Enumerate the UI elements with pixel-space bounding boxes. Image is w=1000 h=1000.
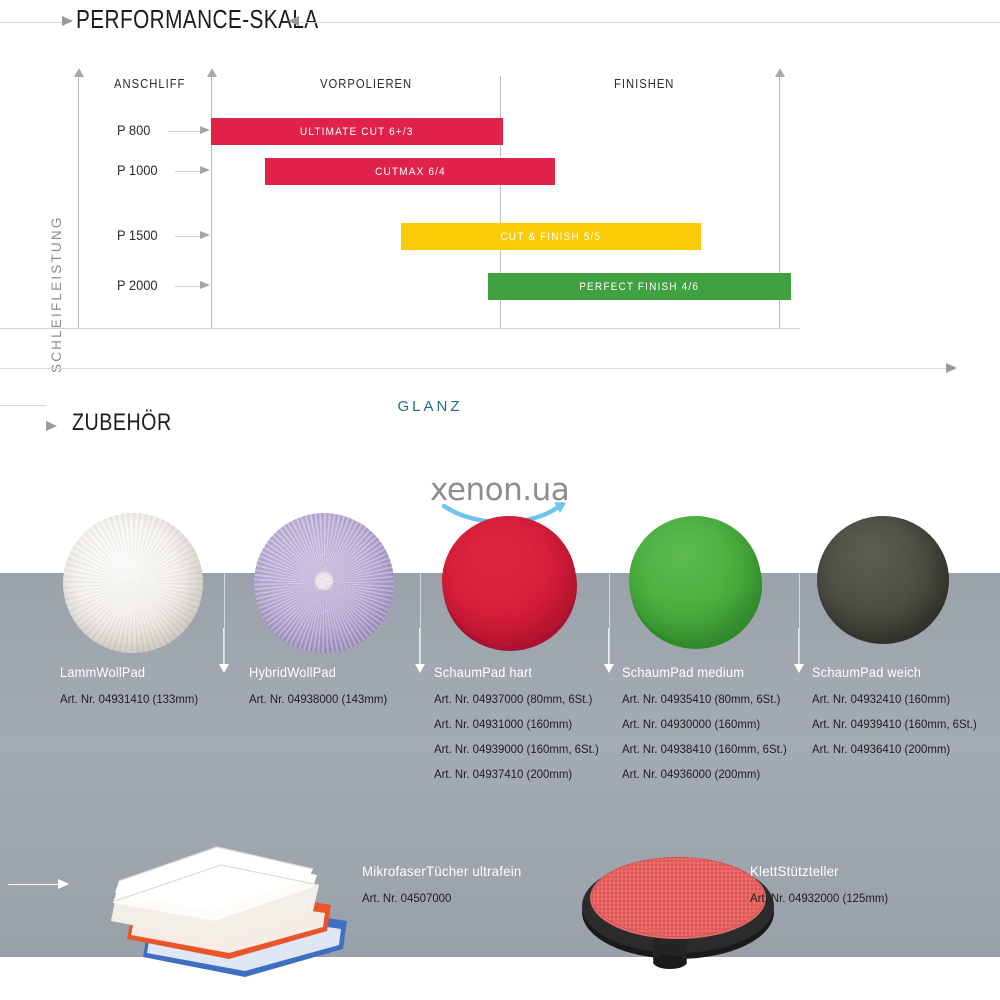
column-divider-1 [224, 573, 225, 668]
axis-cap-right-icon [775, 68, 785, 77]
grade-arrow-line-p1500 [175, 236, 202, 237]
grade-label-p1000: P 1000 [117, 162, 158, 178]
bottom-article-klett-stuetzteller: Art. Nr. 04932000 (125mm) [750, 891, 889, 905]
chart-x-axis-label: GLANZ [397, 398, 463, 415]
bar-label-cut-and-finish: CUT & FINISH 5/5 [500, 230, 602, 243]
product-image-schaum-pad-hart [442, 516, 576, 646]
accessories-title: ZUBEHÖR [72, 409, 172, 436]
bar-perfect-finish: PERFECT FINISH 4/6 [488, 273, 791, 300]
section-divider-rule [0, 368, 948, 369]
bar-label-cutmax: CUTMAX 6/4 [374, 165, 446, 178]
bottom-article-mikrofaser-tuecher: Art. Nr. 04507000 [362, 891, 452, 905]
bottom-pointer-arrow-icon [58, 879, 69, 889]
grade-label-p800: P 800 [117, 122, 151, 138]
product-article-schaum-pad-hart-3: Art. Nr. 04937410 (200mm) [434, 767, 573, 781]
grade-arrow-head-p1000 [200, 166, 210, 174]
product-article-schaum-pad-medium-3: Art. Nr. 04936000 (200mm) [622, 767, 761, 781]
pointer-line-2 [223, 628, 224, 666]
chart-axis-middle [500, 76, 501, 328]
product-article-schaum-pad-weich-0: Art. Nr. 04932410 (160mm) [812, 692, 951, 706]
bottom-pointer-line [8, 884, 60, 885]
column-divider-2 [420, 573, 421, 668]
header-rule-right [300, 22, 1000, 23]
pointer-line-5 [798, 628, 799, 666]
pointer-line-4 [608, 628, 609, 666]
section-divider-arrow-icon [946, 363, 957, 373]
performance-section-header: PERFORMANCE-SKALA [0, 0, 1000, 46]
product-image-mikrofaser-tuecher [95, 845, 365, 990]
product-image-klett-stuetzteller [575, 840, 780, 975]
pointer-arrow-down-4-icon [604, 664, 614, 673]
bar-cutmax: CUTMAX 6/4 [265, 158, 555, 185]
column-header-finishen: FINISHEN [614, 77, 675, 91]
axis-cap-left-icon [74, 68, 84, 77]
grade-arrow-line-p2000 [175, 286, 202, 287]
bar-label-ultimate-cut: ULTIMATE CUT 6+/3 [300, 125, 414, 138]
product-article-schaum-pad-hart-0: Art. Nr. 04937000 (80mm, 6St.) [434, 692, 593, 706]
product-title-lamm-woll-pad: LammWollPad [60, 665, 146, 680]
chart-axis-right [779, 76, 780, 328]
product-title-schaum-pad-medium: SchaumPad medium [622, 665, 745, 680]
zubehoer-rule [0, 405, 46, 406]
product-article-hybrid-woll-pad-0: Art. Nr. 04938000 (143mm) [249, 692, 388, 706]
product-title-schaum-pad-hart: SchaumPad hart [434, 665, 533, 680]
axis-cap-anschliff-icon [207, 68, 217, 77]
arrow-right-icon [62, 16, 73, 26]
pointer-arrow-down-5-icon [794, 664, 804, 673]
grade-arrow-line-p800 [168, 131, 202, 132]
bar-ultimate-cut: ULTIMATE CUT 6+/3 [211, 118, 503, 145]
product-article-schaum-pad-medium-2: Art. Nr. 04938410 (160mm, 6St.) [622, 742, 787, 756]
arrow-left-icon [288, 16, 299, 26]
product-article-schaum-pad-medium-0: Art. Nr. 04935410 (80mm, 6St.) [622, 692, 781, 706]
chart-y-axis-label: SCHLEIFLEISTUNG [49, 215, 64, 373]
product-image-lamm-woll-pad [63, 513, 203, 653]
performance-chart: ANSCHLIFF VORPOLIEREN FINISHEN P 800 P 1… [0, 60, 1000, 415]
product-image-schaum-pad-weich [817, 516, 949, 644]
grade-arrow-head-p1500 [200, 231, 210, 239]
product-title-schaum-pad-weich: SchaumPad weich [812, 665, 922, 680]
product-article-schaum-pad-weich-1: Art. Nr. 04939410 (160mm, 6St.) [812, 717, 977, 731]
chart-axis-left [78, 76, 79, 328]
grade-label-p1500: P 1500 [117, 227, 158, 243]
pointer-line-3 [419, 628, 420, 666]
page-title: PERFORMANCE-SKALA [76, 4, 319, 34]
grade-arrow-line-p1000 [175, 171, 202, 172]
column-divider-3 [609, 573, 610, 668]
product-image-hybrid-woll-pad [254, 513, 394, 653]
bottom-title-mikrofaser-tuecher: MikrofaserTücher ultrafein [362, 863, 522, 879]
product-image-schaum-pad-medium [629, 516, 761, 644]
product-title-hybrid-woll-pad: HybridWollPad [249, 665, 337, 680]
product-article-schaum-pad-hart-1: Art. Nr. 04931000 (160mm) [434, 717, 573, 731]
product-article-lamm-woll-pad-0: Art. Nr. 04931410 (133mm) [60, 692, 199, 706]
column-divider-4 [799, 573, 800, 668]
column-header-vorpolieren: VORPOLIEREN [320, 77, 413, 91]
chart-axis-anschliff [211, 76, 212, 328]
grade-arrow-head-p2000 [200, 281, 210, 289]
pointer-arrow-down-2-icon [219, 664, 229, 673]
product-article-schaum-pad-hart-2: Art. Nr. 04939000 (160mm, 6St.) [434, 742, 599, 756]
chart-baseline [0, 328, 800, 329]
pointer-arrow-down-3-icon [415, 664, 425, 673]
grade-arrow-head-p800 [200, 126, 210, 134]
header-rule-left [0, 22, 62, 23]
grade-label-p2000: P 2000 [117, 277, 158, 293]
bottom-title-klett-stuetzteller: KlettStützteller [750, 863, 839, 879]
pad-center-hole [314, 571, 334, 591]
bar-label-perfect-finish: PERFECT FINISH 4/6 [579, 280, 700, 293]
accessories-section-header: ZUBEHÖR [0, 405, 1000, 451]
watermark-text: xenon.ua [430, 472, 570, 508]
product-article-schaum-pad-weich-2: Art. Nr. 04936410 (200mm) [812, 742, 951, 756]
bar-cut-and-finish: CUT & FINISH 5/5 [401, 223, 701, 250]
arrow-right-zubehoer-icon [46, 421, 57, 431]
column-header-anschliff: ANSCHLIFF [114, 77, 186, 91]
product-article-schaum-pad-medium-1: Art. Nr. 04930000 (160mm) [622, 717, 761, 731]
